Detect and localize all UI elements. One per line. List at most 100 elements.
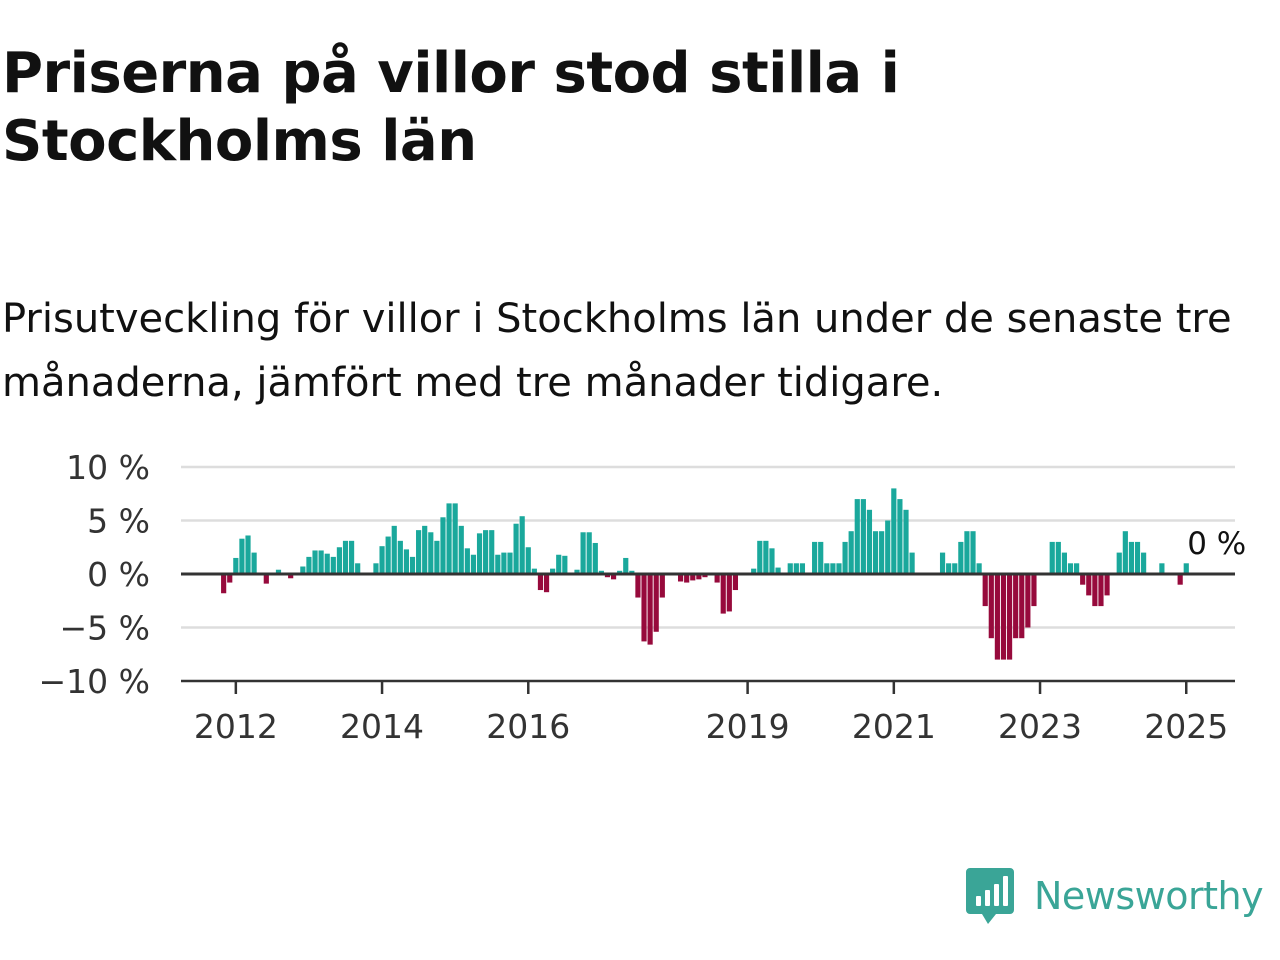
bar (1128, 541, 1135, 574)
bar (263, 574, 269, 584)
bar (537, 574, 544, 591)
y-axis-ticks: 10 % 5 % 0 % −5 % −10 % (39, 448, 151, 701)
bar (355, 563, 361, 574)
bar (330, 556, 336, 574)
bar (446, 503, 452, 574)
bar (818, 541, 824, 574)
bar (434, 540, 440, 574)
bar (525, 547, 531, 574)
bar (288, 574, 294, 579)
bar (598, 570, 604, 574)
chart-title: Priserna på villor stod stilla i Stockho… (2, 41, 900, 174)
bar (1031, 574, 1037, 607)
bar (312, 550, 318, 574)
bar (635, 574, 641, 598)
bar (830, 563, 836, 574)
bar (690, 574, 696, 581)
bar (976, 563, 982, 574)
x-tick-label: 2021 (852, 707, 936, 746)
bar (495, 554, 501, 574)
bar (824, 563, 830, 574)
bar (221, 574, 227, 594)
bar (1055, 541, 1061, 574)
x-tick-label: 2019 (706, 707, 790, 746)
bar (897, 499, 903, 574)
x-tick-label: 2014 (340, 707, 424, 746)
bar (379, 546, 385, 574)
bar (1092, 574, 1098, 607)
bar (952, 563, 958, 574)
bar (513, 523, 519, 574)
bar (732, 574, 739, 591)
y-tick-label: 5 % (87, 502, 150, 541)
bar (385, 536, 391, 574)
bar (799, 563, 806, 574)
bar (1104, 574, 1110, 596)
bar (842, 541, 848, 574)
y-tick-label: 10 % (66, 448, 150, 487)
bar (958, 541, 964, 574)
bar (464, 548, 470, 574)
bar (489, 530, 495, 574)
bar (866, 509, 873, 574)
bar (702, 574, 708, 578)
bar (872, 531, 879, 574)
x-tick-label: 2025 (1144, 707, 1228, 746)
bar (336, 547, 342, 574)
bar (604, 574, 611, 578)
bar (836, 563, 842, 574)
newsworthy-logo: Newsworthy (964, 864, 1264, 928)
bar (1074, 563, 1080, 574)
bar (647, 574, 653, 645)
bar (1183, 563, 1189, 574)
bar (501, 552, 507, 574)
bar (623, 557, 629, 574)
bar (1019, 574, 1025, 639)
bar (964, 531, 970, 574)
bar (994, 574, 1000, 660)
bar (988, 574, 994, 639)
bar (397, 540, 403, 574)
bar (629, 570, 635, 574)
bar (519, 516, 525, 574)
bar (342, 540, 349, 574)
x-axis-ticks: 2012 2014 2016 2019 2021 2023 2025 (194, 681, 1228, 746)
bar (1080, 574, 1086, 585)
bar (879, 531, 885, 574)
bar-chart: 10 % 5 % 0 % −5 % −10 % 2012 2014 2016 2019 2021… (39, 448, 1247, 746)
bar (324, 553, 330, 574)
y-tick-label: 0 % (87, 555, 150, 594)
bar (227, 574, 233, 583)
bar (1134, 541, 1141, 574)
bar (1098, 574, 1104, 607)
bar (507, 552, 513, 574)
bar (757, 540, 763, 574)
bar (684, 574, 690, 583)
bar (641, 574, 647, 642)
newsworthy-logo-text: Newsworthy (1034, 874, 1264, 918)
bar (556, 554, 562, 574)
axes (181, 572, 1235, 683)
bar (891, 488, 897, 574)
bar (909, 552, 915, 574)
bar (775, 567, 781, 574)
bar (1061, 552, 1067, 574)
bar (982, 574, 988, 607)
bar (939, 552, 946, 574)
bar (1177, 574, 1183, 585)
bar (763, 540, 769, 574)
chart-subtitle: Prisutveckling för villor i Stockholms l… (2, 296, 1232, 406)
bar (885, 520, 891, 574)
bar (543, 574, 550, 593)
bar (452, 503, 458, 574)
gridlines (181, 465, 1235, 629)
bar (726, 574, 732, 612)
bar (550, 568, 556, 574)
bar (483, 530, 489, 574)
bar (720, 574, 726, 614)
value-annotation: 0 % (1187, 526, 1246, 562)
x-tick-label: 2016 (486, 707, 570, 746)
y-tick-label: −5 % (60, 609, 151, 648)
bar (751, 568, 757, 574)
bar (1116, 552, 1122, 574)
